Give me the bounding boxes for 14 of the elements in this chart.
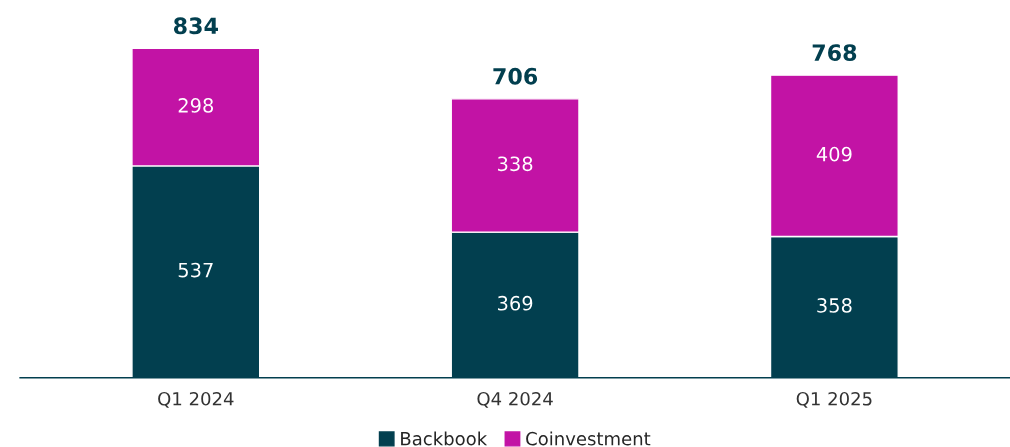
total-label: 706 xyxy=(493,67,538,85)
x-tick-label: Q4 2024 xyxy=(477,391,553,408)
legend-label: Backbook xyxy=(401,431,488,446)
data-label: 537 xyxy=(178,262,213,278)
data-label: 409 xyxy=(816,146,852,162)
data-label: 298 xyxy=(178,98,214,113)
x-tick-label: Q1 2024 xyxy=(158,391,234,408)
x-tick-label: Q1 2025 xyxy=(796,391,872,408)
legend-label: Coinvestment xyxy=(526,431,651,446)
data-label: 338 xyxy=(498,156,533,172)
total-label: 768 xyxy=(812,44,857,61)
total-label: 834 xyxy=(173,17,218,35)
data-label: 358 xyxy=(817,298,852,313)
data-label: 369 xyxy=(498,295,533,311)
